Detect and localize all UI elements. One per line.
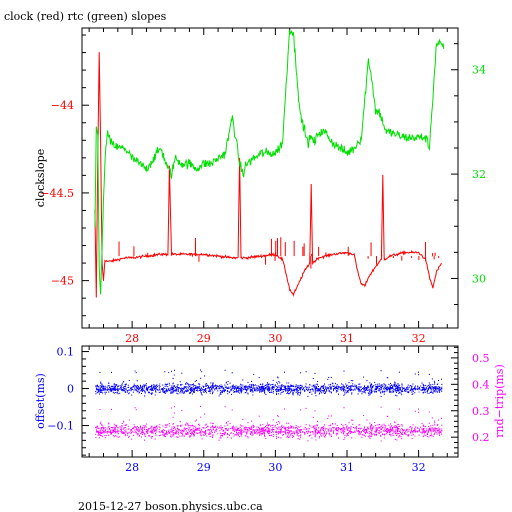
offset-plot-frame (81, 345, 459, 458)
slopes-series (94, 29, 445, 298)
x-tick-label: 31 (340, 461, 354, 474)
footer-text: 2015-12-27 boson.physics.ubc.ca (78, 500, 263, 512)
clock-slope-line (94, 52, 442, 298)
x-tick-label: 29 (197, 461, 211, 474)
chart-title: clock (red) rtc (green) slopes (4, 10, 167, 23)
offset-series (95, 369, 443, 442)
round-trip-axis-label: rnd−trip(ms) (493, 364, 506, 438)
y-right-tick-label: 34 (472, 64, 486, 77)
slopes-panel: 28 29 30 31 32 −44 −44.5 −45 30 32 34 clockslope (34, 27, 486, 345)
y-right-tick-label: 0.3 (472, 405, 490, 418)
x-tick-label: 32 (412, 461, 426, 474)
y-left-tick-label: −45 (51, 275, 74, 288)
y-right-tick-label: 0.4 (472, 378, 490, 391)
offset-axis-label: offset(ms) (34, 373, 47, 429)
x-tick-label: 30 (268, 461, 282, 474)
y-left-tick-label: −0.1 (47, 420, 74, 433)
clockslope-axis-label: clockslope (34, 149, 47, 207)
x-tick-label: 30 (268, 332, 282, 345)
x-tick-label: 29 (197, 332, 211, 345)
y-right-tick-label: 30 (472, 272, 486, 285)
y-left-tick-label: 0 (67, 383, 74, 396)
rtc-slope-line (94, 29, 445, 295)
x-tick-label: 32 (412, 332, 426, 345)
y-right-tick-label: 0.5 (472, 352, 490, 365)
x-tick-label: 28 (125, 332, 139, 345)
x-tick-label: 28 (125, 461, 139, 474)
x-tick-label: 31 (340, 332, 354, 345)
offset-panel: 28 29 30 31 32 0.1 0 −0.1 0.2 0.3 0.4 0.5 offset(ms… (34, 345, 506, 474)
y-right-tick-label: 32 (472, 168, 486, 181)
y-right-tick-label: 0.2 (472, 431, 490, 444)
slopes-plot-frame (81, 27, 459, 329)
slopes-ticks: 28 29 30 31 32 −44 −44.5 −45 30 32 34 (40, 28, 486, 345)
y-left-tick-label: −44 (51, 99, 74, 112)
round-trip-scatter (95, 405, 443, 442)
y-left-tick-label: 0.1 (57, 346, 75, 359)
y-left-tick-label: −44.5 (40, 187, 74, 200)
offset-ticks: 28 29 30 31 32 0.1 0 −0.1 0.2 0.3 0.4 0.5 (47, 346, 489, 474)
offset-scatter (95, 369, 443, 398)
